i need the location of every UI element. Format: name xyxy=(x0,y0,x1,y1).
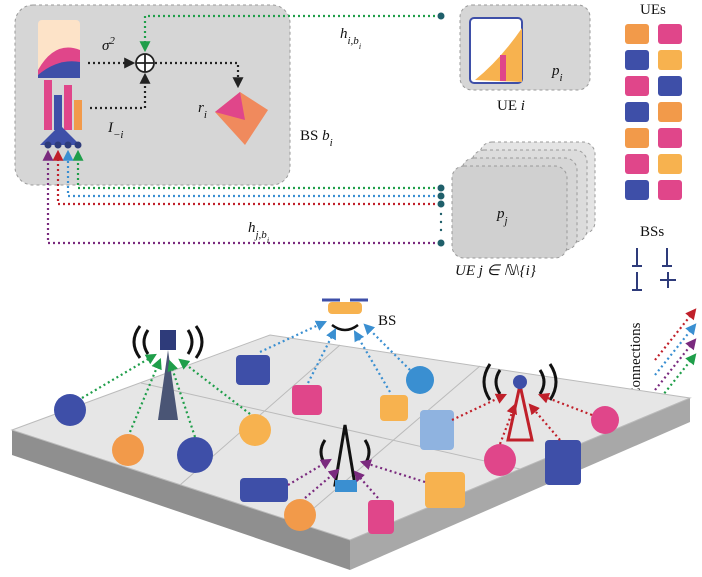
interference-label: I−i xyxy=(107,120,123,141)
endpoint xyxy=(437,12,445,20)
link-i xyxy=(139,14,440,53)
link-j xyxy=(72,149,440,190)
link-j xyxy=(42,149,440,245)
scene-bs-label: BS xyxy=(378,313,396,329)
legend-arrow xyxy=(654,338,697,391)
sigma-label: σ2 xyxy=(102,35,115,54)
legend-arrow xyxy=(654,308,697,361)
platform-side xyxy=(12,430,350,570)
arrow xyxy=(90,72,151,110)
platform-top xyxy=(10,334,692,541)
link-j xyxy=(62,149,440,198)
link-i-label: hi,bi xyxy=(340,26,361,51)
legend-arrow xyxy=(654,323,697,376)
platform-side xyxy=(350,398,690,570)
ue-i-label: UE i xyxy=(497,98,525,114)
rate-label: ri xyxy=(198,100,207,121)
bs-label: BS bi xyxy=(300,128,333,149)
endpoints xyxy=(437,184,445,247)
chart-icon xyxy=(38,20,80,78)
legend-ues: UEs xyxy=(640,2,666,18)
ue-i-icon xyxy=(475,28,522,82)
link-j-label: hj,bi xyxy=(248,220,269,245)
legend-bss: BSs xyxy=(640,224,664,240)
scene-ue-icons xyxy=(54,355,619,534)
tower xyxy=(132,325,204,420)
legend-connections: Connections xyxy=(628,322,644,397)
drone-bs xyxy=(322,298,368,332)
legend-bs-icons xyxy=(632,248,676,291)
bs-box xyxy=(14,4,291,186)
scene-links xyxy=(81,320,593,499)
ue-j-box xyxy=(451,165,568,259)
link-j xyxy=(52,149,440,206)
ue-i-icon xyxy=(500,55,506,81)
sum-cross xyxy=(136,54,154,72)
legend-ue-icons xyxy=(625,24,682,200)
rate-icon xyxy=(215,92,245,120)
ue-i-power: pi xyxy=(551,63,563,84)
ue-j-label: UE j ∈ ℕ\{i} xyxy=(455,263,536,279)
bs-receiver-icon xyxy=(40,80,82,149)
ue-j-power: pj xyxy=(496,206,508,227)
